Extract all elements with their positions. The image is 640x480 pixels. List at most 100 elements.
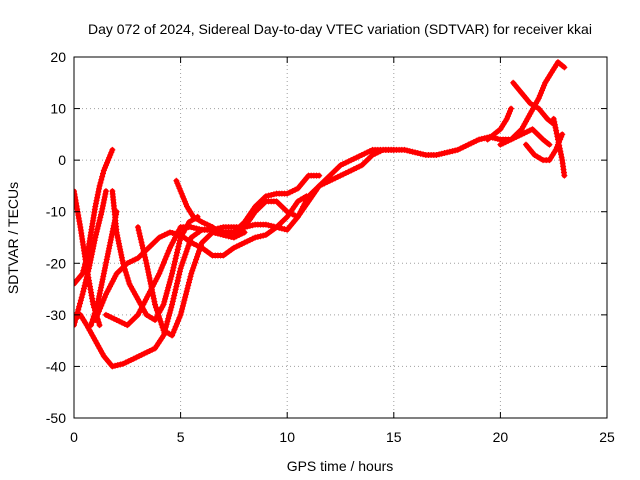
plus-marker — [108, 231, 115, 238]
plus-marker — [281, 226, 288, 233]
plus-marker — [178, 190, 185, 197]
plus-marker — [452, 147, 459, 154]
plus-marker — [175, 317, 182, 324]
plus-marker — [154, 310, 161, 317]
plus-marker — [190, 264, 197, 271]
plus-marker — [101, 267, 108, 274]
plus-marker — [179, 193, 186, 200]
plus-marker — [100, 270, 107, 277]
plus-marker — [179, 259, 186, 266]
plus-marker — [174, 277, 181, 284]
y-tick-label: 20 — [50, 49, 66, 65]
plus-marker — [108, 314, 115, 321]
plot-frame — [73, 56, 608, 419]
plus-marker — [268, 222, 275, 229]
plus-marker — [148, 283, 155, 290]
plus-marker — [177, 265, 184, 272]
y-tick-label: 10 — [50, 101, 66, 117]
plus-marker — [175, 182, 182, 189]
plus-marker — [79, 270, 86, 277]
plus-marker — [171, 258, 178, 265]
plus-marker — [181, 254, 188, 261]
plus-marker — [206, 222, 213, 229]
plus-marker — [157, 318, 164, 325]
plus-marker — [161, 231, 168, 238]
y-tick-label: 0 — [58, 152, 66, 168]
plus-marker — [152, 304, 159, 311]
plus-marker — [104, 250, 111, 257]
series-arc2 — [74, 146, 116, 287]
plus-marker — [173, 231, 180, 238]
plus-marker — [124, 275, 131, 282]
plus-marker — [504, 113, 511, 120]
plus-marker — [102, 264, 109, 271]
plus-marker — [157, 267, 164, 274]
plus-marker — [132, 256, 139, 263]
plus-marker — [478, 135, 485, 142]
plus-marker — [169, 332, 176, 339]
plus-marker — [521, 121, 528, 128]
plus-marker — [350, 155, 357, 162]
plus-marker — [175, 243, 182, 250]
plus-marker — [196, 245, 203, 252]
plus-marker — [74, 206, 81, 213]
plus-marker — [554, 133, 561, 140]
plus-marker — [142, 254, 149, 261]
plus-marker — [433, 151, 440, 158]
plus-marker — [241, 239, 248, 246]
plus-marker — [558, 151, 565, 158]
plus-marker — [191, 262, 198, 269]
plus-marker — [155, 313, 162, 320]
plus-marker — [132, 291, 139, 298]
plus-marker — [106, 245, 113, 252]
x-axis-title: GPS time / hours — [287, 458, 394, 474]
plus-marker — [508, 105, 515, 112]
plus-marker — [436, 151, 443, 158]
plus-marker — [152, 317, 159, 324]
plus-marker — [179, 231, 186, 238]
series-arc15 — [484, 105, 515, 143]
plus-marker — [150, 295, 157, 302]
plus-marker — [120, 260, 127, 267]
plus-marker — [87, 257, 94, 264]
plus-marker — [183, 288, 190, 295]
plus-marker — [100, 296, 107, 303]
plus-marker — [538, 87, 545, 94]
plus-marker — [144, 263, 151, 270]
plus-marker — [166, 279, 173, 286]
plus-marker — [337, 162, 344, 169]
plus-marker — [161, 298, 168, 305]
plus-marker — [97, 305, 104, 312]
plus-marker — [130, 288, 137, 295]
plus-marker — [503, 115, 510, 122]
plus-marker — [537, 90, 544, 97]
plus-marker — [176, 271, 183, 278]
y-tick-label: -40 — [46, 358, 66, 374]
plus-marker — [116, 243, 123, 250]
plus-marker — [136, 298, 143, 305]
plus-marker — [170, 329, 177, 336]
plus-marker — [332, 175, 339, 182]
plus-marker — [98, 208, 105, 215]
plus-marker — [98, 211, 105, 218]
plus-marker — [192, 259, 199, 266]
plus-marker — [79, 291, 86, 298]
plus-marker — [535, 95, 542, 102]
plus-marker — [154, 273, 161, 280]
plus-marker — [171, 326, 178, 333]
plus-marker — [171, 261, 178, 268]
plus-marker — [100, 199, 107, 206]
plus-marker — [99, 170, 106, 177]
x-tick-label: 10 — [279, 429, 295, 445]
plus-marker — [182, 251, 189, 258]
plus-marker — [88, 329, 95, 336]
plus-marker — [180, 229, 187, 236]
plus-marker — [107, 239, 114, 246]
plus-marker — [95, 298, 102, 305]
plus-marker — [420, 151, 427, 158]
plus-marker — [90, 242, 97, 249]
plus-marker — [236, 242, 243, 249]
plus-marker — [284, 190, 291, 197]
plus-marker — [138, 239, 145, 246]
plus-marker — [228, 233, 235, 240]
